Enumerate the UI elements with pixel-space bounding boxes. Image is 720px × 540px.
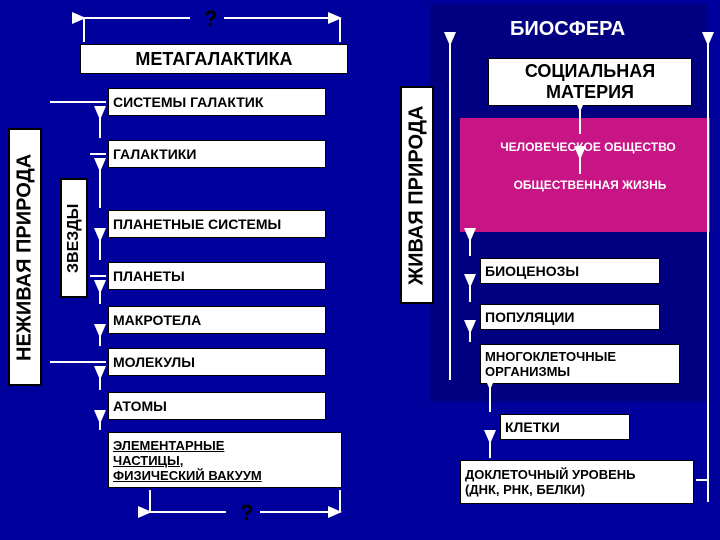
left-item-5: МОЛЕКУЛЫ bbox=[108, 348, 326, 376]
right-header: БИОСФЕРА bbox=[510, 18, 625, 41]
pink-line1: ЧЕЛОВЕЧЕСКОЕ ОБЩЕСТВО bbox=[470, 140, 706, 154]
vlabel-nezhivaya: НЕЖИВАЯ ПРИРОДА bbox=[8, 128, 42, 386]
left-item-2: ПЛАНЕТНЫЕ СИСТЕМЫ bbox=[108, 210, 326, 238]
top-question: ? bbox=[204, 6, 217, 32]
vlabel-zvezdy: ЗВЕЗДЫ bbox=[60, 178, 88, 298]
right-item-4: ДОКЛЕТОЧНЫЙ УРОВЕНЬ (ДНК, РНК, БЕЛКИ) bbox=[460, 460, 694, 504]
vlabel-zhivaya: ЖИВАЯ ПРИРОДА bbox=[400, 86, 434, 304]
left-item-6: АТОМЫ bbox=[108, 392, 326, 420]
left-item-4: МАКРОТЕЛА bbox=[108, 306, 326, 334]
left-item-3: ПЛАНЕТЫ bbox=[108, 262, 326, 290]
left-item-0: СИСТЕМЫ ГАЛАКТИК bbox=[108, 88, 326, 116]
right-item-1: ПОПУЛЯЦИИ bbox=[480, 304, 660, 330]
right-item-0: БИОЦЕНОЗЫ bbox=[480, 258, 660, 284]
pink-line2: ОБЩЕСТВЕННАЯ ЖИЗНЬ bbox=[480, 178, 700, 192]
right-item-3: КЛЕТКИ bbox=[500, 414, 630, 440]
left-item-7: ЭЛЕМЕНТАРНЫЕ ЧАСТИЦЫ, ФИЗИЧЕСКИЙ ВАКУУМ bbox=[108, 432, 342, 488]
bottom-question: ? bbox=[240, 500, 253, 526]
pink-panel bbox=[460, 118, 710, 232]
left-item-1: ГАЛАКТИКИ bbox=[108, 140, 326, 168]
right-item-2: МНОГОКЛЕТОЧНЫЕ ОРГАНИЗМЫ bbox=[480, 344, 680, 384]
pink-header: СОЦИАЛЬНАЯ МАТЕРИЯ bbox=[488, 58, 692, 106]
left-header: МЕТАГАЛАКТИКА bbox=[80, 44, 348, 74]
